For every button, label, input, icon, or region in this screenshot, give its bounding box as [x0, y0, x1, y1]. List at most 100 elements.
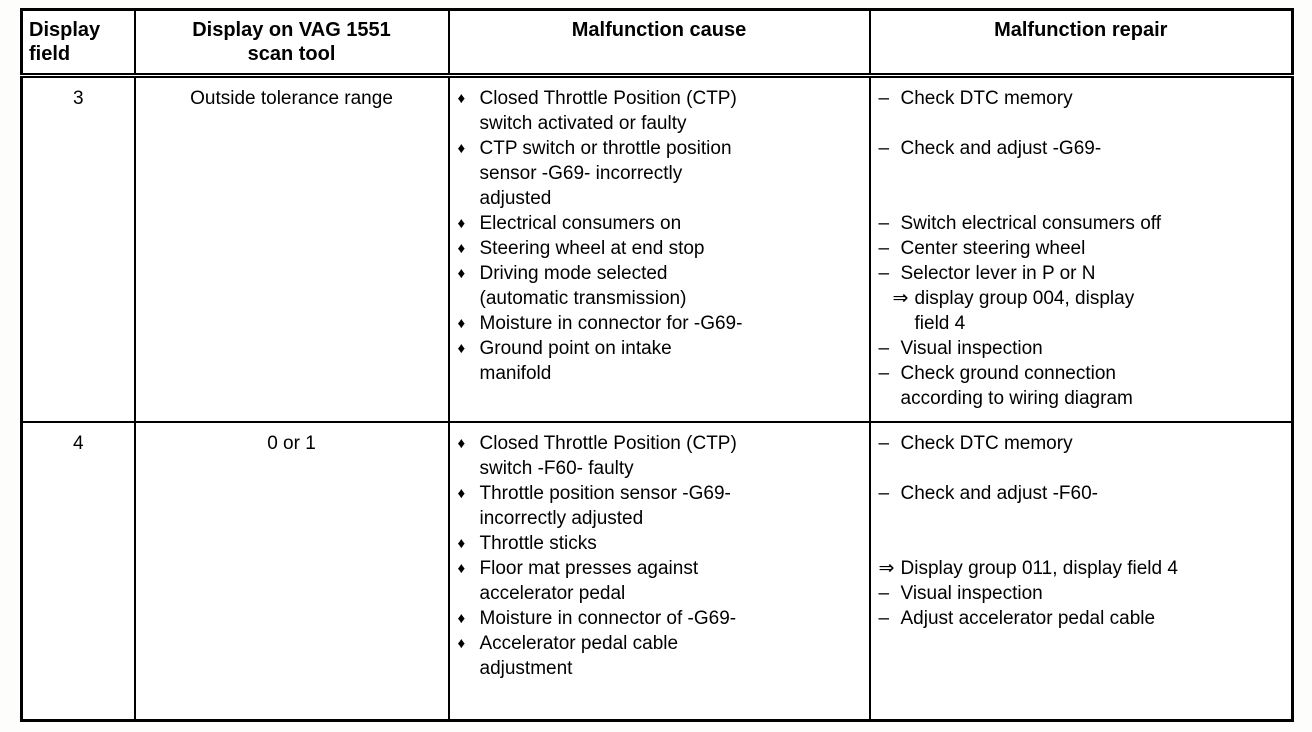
scan-tool-display-cell: Outside tolerance range: [133, 74, 450, 423]
scan-tool-display-value: Outside tolerance range: [190, 88, 393, 109]
list-item-text: Closed Throttle Position (CTP) switch ac…: [479, 88, 737, 134]
header-display-field: Display field: [20, 8, 136, 78]
list-item-marker: –: [878, 607, 890, 629]
list-item-marker: ♦: [457, 559, 466, 577]
repair-item: – Center steering wheel: [879, 236, 1284, 261]
list-item-text: Steering wheel at end stop: [479, 238, 705, 259]
cause-item: ♦ Closed Throttle Position (CTP) switch …: [458, 431, 861, 481]
list-item-text: Visual inspection: [900, 582, 1043, 604]
list-item-text: Check DTC memory: [900, 432, 1073, 454]
cause-item: ♦ Driving mode selected (automatic trans…: [458, 261, 861, 311]
list-item-text: Accelerator pedal cable adjustment: [479, 632, 679, 679]
scan-tool-display-value: 0 or 1: [267, 432, 316, 454]
repair-item: – Switch electrical consumers off: [879, 211, 1284, 236]
repair-item: – Check and adjust -G69-: [879, 136, 1284, 161]
repair-item: – Check and adjust -F60-: [879, 481, 1284, 506]
list-item-text: Check and adjust -G69-: [900, 138, 1102, 159]
cause-item: ♦ Moisture in connector of -G69-: [458, 606, 861, 631]
cause-item: ♦ Floor mat presses against accelerator …: [458, 556, 861, 606]
display-field-cell: 4: [20, 420, 136, 722]
header-malfunction-cause: Malfunction cause: [447, 8, 871, 78]
list-item-marker: –: [878, 238, 890, 259]
list-item-text: Check ground connection according to wir…: [900, 363, 1133, 409]
list-item-text: Selector lever in P or N: [900, 263, 1096, 284]
cause-item: ♦ Throttle position sensor -G69- incorre…: [458, 481, 861, 531]
list-item-marker: ⇒: [892, 288, 909, 309]
cause-item: ♦ Moisture in connector for -G69-: [458, 311, 861, 336]
repair-item: – Check DTC memory: [879, 431, 1284, 456]
malfunction-cause-cell: ♦ Closed Throttle Position (CTP) switch …: [447, 74, 871, 423]
list-item-text: Center steering wheel: [900, 238, 1086, 259]
repair-item: – Check ground connection according to w…: [879, 361, 1284, 411]
list-item-marker: ♦: [457, 634, 466, 652]
malfunction-repair-cell: – Check DTC memory – Check and adjust -F…: [868, 420, 1294, 722]
cause-item: ♦ CTP switch or throttle position sensor…: [458, 136, 861, 211]
diagnostic-table: Display field Display on VAG 1551 scan t…: [20, 8, 1294, 722]
list-item-marker: ♦: [457, 315, 466, 332]
malfunction-repair-cell: – Check DTC memory – Check and adjust -G…: [868, 74, 1294, 423]
cause-item: ♦ Closed Throttle Position (CTP) switch …: [458, 86, 861, 136]
repair-item: – Visual inspection: [879, 581, 1284, 606]
repair-item: – Adjust accelerator pedal cable: [879, 606, 1284, 631]
list-item-marker: –: [878, 482, 890, 504]
list-item-marker: ♦: [457, 215, 466, 232]
scan-tool-display-cell: 0 or 1: [133, 420, 450, 722]
list-item-marker: ♦: [457, 240, 466, 257]
table-row: 3 Outside tolerance range ♦ Closed Throt…: [20, 74, 1294, 423]
cause-item: ♦ Ground point on intake manifold: [458, 336, 861, 386]
repair-item: ⇒ Display group 011, display field 4: [879, 556, 1284, 581]
list-item-text: display group 004, display field 4: [914, 288, 1135, 334]
cause-item: ♦ Throttle sticks: [458, 531, 861, 556]
display-field-cell: 3: [20, 74, 136, 423]
display-field-value: 4: [72, 432, 84, 454]
list-item-marker: –: [878, 363, 890, 384]
list-item-marker: ⇒: [878, 557, 895, 579]
list-item-text: Switch electrical consumers off: [900, 213, 1161, 234]
list-item-marker: ♦: [457, 340, 466, 357]
list-item-text: Moisture in connector of -G69-: [479, 607, 737, 629]
cause-item: ♦ Steering wheel at end stop: [458, 236, 861, 261]
repair-item: – Check DTC memory: [879, 86, 1284, 111]
list-item-marker: –: [878, 432, 890, 454]
repair-item: – Visual inspection: [879, 336, 1284, 361]
list-item-text: Throttle sticks: [479, 532, 597, 554]
list-item-text: Electrical consumers on: [479, 213, 682, 234]
list-item-text: Check DTC memory: [900, 88, 1073, 109]
cause-item: ♦ Electrical consumers on: [458, 211, 861, 236]
list-item-marker: ♦: [457, 265, 466, 282]
list-item-marker: ♦: [457, 534, 466, 552]
display-field-value: 3: [72, 88, 84, 109]
list-item-text: Display group 011, display field 4: [900, 557, 1178, 579]
header-malfunction-repair: Malfunction repair: [868, 8, 1294, 78]
repair-item: ⇒ display group 004, display field 4: [893, 286, 1284, 336]
list-item-marker: –: [878, 88, 890, 109]
list-item-marker: ♦: [457, 484, 466, 502]
list-item-marker: ♦: [457, 434, 466, 452]
list-item-text: CTP switch or throttle position sensor -…: [479, 138, 732, 209]
list-item-marker: –: [878, 338, 890, 359]
repair-item: – Selector lever in P or N: [879, 261, 1284, 286]
list-item-text: Floor mat presses against accelerator pe…: [479, 557, 699, 604]
malfunction-cause-cell: ♦ Closed Throttle Position (CTP) switch …: [447, 420, 871, 722]
list-item-marker: ♦: [457, 90, 466, 107]
list-item-text: Driving mode selected (automatic transmi…: [479, 263, 687, 309]
list-item-text: Moisture in connector for -G69-: [479, 313, 743, 334]
cause-item: ♦ Accelerator pedal cable adjustment: [458, 631, 861, 681]
list-item-text: Check and adjust -F60-: [900, 482, 1099, 504]
list-item-marker: –: [878, 263, 890, 284]
table-row: 4 0 or 1 ♦ Closed Throttle Position (CTP…: [20, 420, 1294, 722]
list-item-marker: –: [878, 138, 890, 159]
header-display-on-scan-tool: Display on VAG 1551 scan tool: [133, 8, 450, 78]
list-item-text: Visual inspection: [900, 338, 1043, 359]
table-body: 3 Outside tolerance range ♦ Closed Throt…: [20, 74, 1294, 722]
list-item-marker: –: [878, 582, 890, 604]
list-item-text: Ground point on intake manifold: [479, 338, 672, 384]
list-item-text: Closed Throttle Position (CTP) switch -F…: [479, 432, 737, 479]
list-item-marker: –: [878, 213, 890, 234]
list-item-text: Throttle position sensor -G69- incorrect…: [479, 482, 731, 529]
list-item-marker: ♦: [457, 140, 466, 157]
list-item-text: Adjust accelerator pedal cable: [900, 607, 1156, 629]
table-header-row: Display field Display on VAG 1551 scan t…: [20, 8, 1294, 78]
list-item-marker: ♦: [457, 609, 466, 627]
